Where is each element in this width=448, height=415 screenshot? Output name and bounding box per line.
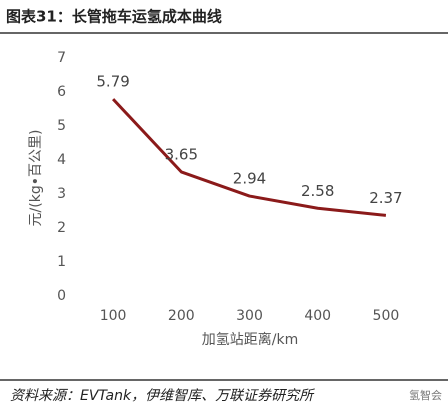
y-axis-label: 元/(kg•百公里) <box>28 130 44 227</box>
data-label: 5.79 <box>96 73 129 91</box>
x-tick-label: 400 <box>304 308 331 324</box>
y-tick-label: 4 <box>57 152 66 168</box>
data-label: 3.65 <box>165 145 198 163</box>
y-tick-label: 5 <box>57 118 66 134</box>
data-label: 2.94 <box>233 170 266 188</box>
y-tick-label: 2 <box>57 220 66 236</box>
source-note: 资料来源：EVTank，伊维智库、万联证券研究所 <box>10 388 315 404</box>
chart-title: 图表31：长管拖车运氢成本曲线 <box>6 8 222 26</box>
x-tick-label: 300 <box>236 308 263 324</box>
line <box>112 98 387 217</box>
data-label: 2.37 <box>369 189 402 207</box>
x-axis-label: 加氢站距离/km <box>202 331 298 348</box>
y-tick-label: 1 <box>57 254 66 270</box>
x-tick-label: 100 <box>100 308 127 324</box>
x-tick-label: 200 <box>168 308 195 324</box>
data-label: 2.58 <box>301 182 334 200</box>
y-tick-label: 6 <box>57 84 66 100</box>
y-tick-label: 0 <box>57 288 66 304</box>
x-tick-label: 500 <box>373 308 400 324</box>
watermark: 氢智会 <box>409 388 442 402</box>
y-tick-label: 3 <box>57 186 66 202</box>
y-tick-label: 7 <box>57 50 66 66</box>
